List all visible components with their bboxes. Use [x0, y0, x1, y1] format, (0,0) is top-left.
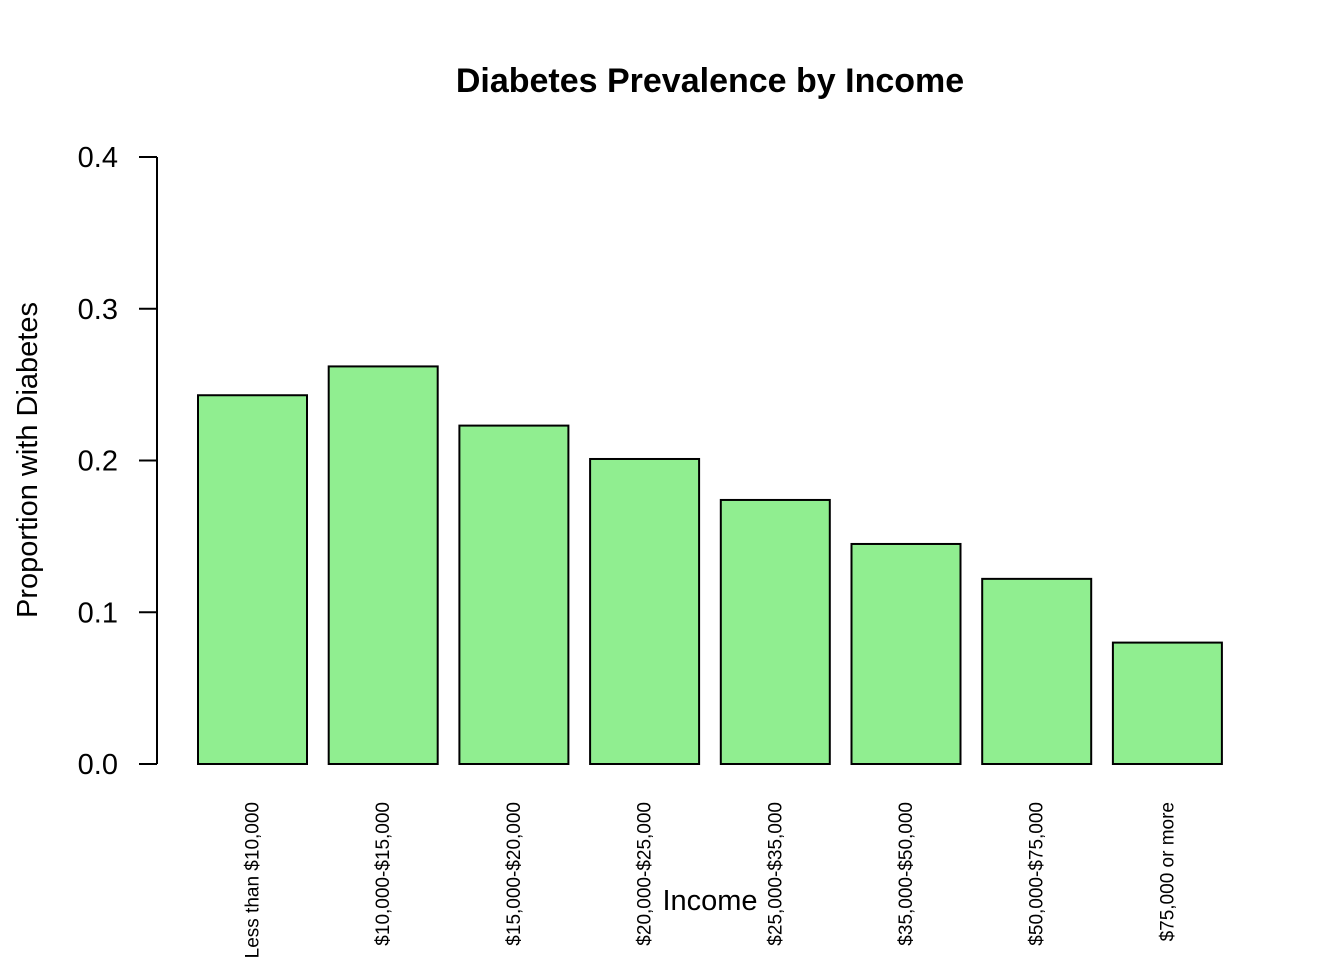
x-axis-label: Income: [662, 885, 757, 917]
bar: [719, 498, 831, 765]
x-tick-label: Less than $10,000: [243, 802, 264, 958]
y-axis-label: Proportion with Diabetes: [12, 302, 44, 618]
x-tick-label: $50,000-$75,000: [1027, 802, 1048, 946]
bar: [981, 577, 1093, 765]
chart-title: Diabetes Prevalence by Income: [456, 62, 964, 100]
x-tick-label: $25,000-$35,000: [765, 802, 786, 946]
x-tick-label: $75,000 or more: [1157, 802, 1178, 941]
bar: [458, 424, 570, 765]
y-tick-label: 0.4: [78, 142, 118, 174]
y-tick-label: 0.3: [78, 294, 118, 326]
x-tick-label: $15,000-$20,000: [504, 802, 525, 946]
y-tick-label: 0.2: [78, 446, 118, 478]
y-tick-label: 0.1: [78, 597, 118, 629]
x-tick-label: $10,000-$15,000: [373, 802, 394, 946]
bar: [1111, 641, 1223, 765]
bars-group: [197, 365, 1223, 766]
category-labels: Less than $10,000 $10,000-$15,000 $15,000-…: [243, 802, 1179, 958]
y-tick-label: 0.0: [78, 749, 118, 781]
bar: [850, 542, 962, 766]
x-tick-label: $20,000-$25,000: [635, 802, 656, 946]
x-tick-label: $35,000-$50,000: [896, 802, 917, 946]
bar: [327, 365, 439, 765]
y-axis: 0.0 0.1 0.2 0.3 0.4: [78, 142, 158, 781]
bar: [197, 394, 308, 765]
bar: [589, 457, 701, 765]
